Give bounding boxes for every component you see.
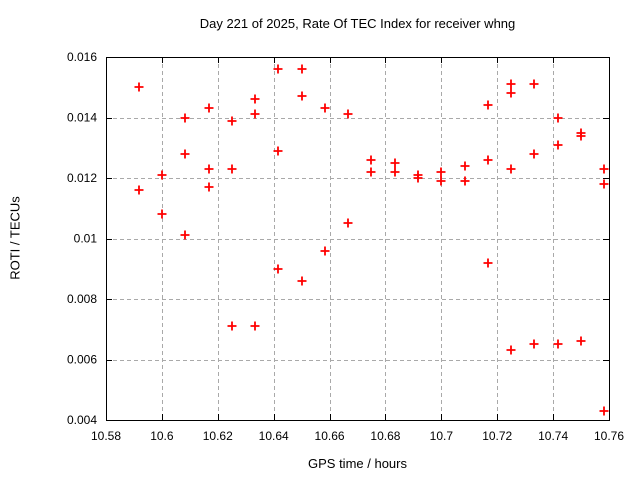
y-tick-label: 0.012: [67, 171, 97, 185]
data-point-marker: [227, 164, 237, 174]
x-tick-label: 10.7: [430, 429, 454, 443]
data-point-marker: [134, 185, 144, 195]
data-point-marker: [180, 113, 190, 123]
x-tick-label: 10.62: [203, 429, 233, 443]
data-point-marker: [180, 149, 190, 159]
data-point-marker: [413, 173, 423, 183]
data-point-marker: [599, 164, 609, 174]
data-point-marker: [460, 176, 470, 186]
data-point-marker: [134, 82, 144, 92]
data-point-marker: [157, 170, 167, 180]
y-tick-label: 0.004: [67, 413, 97, 427]
y-tick-label: 0.016: [67, 50, 97, 64]
data-point-marker: [576, 336, 586, 346]
data-point-marker: [297, 91, 307, 101]
data-point-marker: [273, 146, 283, 156]
data-point-marker: [390, 158, 400, 168]
data-point-marker: [529, 339, 539, 349]
data-point-marker: [320, 246, 330, 256]
x-tick-label: 10.68: [370, 429, 400, 443]
data-point-marker: [204, 103, 214, 113]
y-tick-label: 0.006: [67, 353, 97, 367]
x-tick-label: 10.64: [259, 429, 289, 443]
data-point-marker: [320, 103, 330, 113]
data-point-marker: [366, 155, 376, 165]
data-point-marker: [436, 167, 446, 177]
data-point-marker: [227, 116, 237, 126]
data-point-marker: [599, 179, 609, 189]
data-point-marker: [553, 140, 563, 150]
x-tick-label: 10.58: [91, 429, 121, 443]
data-point-marker: [157, 209, 167, 219]
data-point-marker: [529, 149, 539, 159]
x-axis-label: GPS time / hours: [308, 456, 407, 471]
data-point-marker: [460, 161, 470, 171]
data-point-marker: [483, 258, 493, 268]
x-tick-label: 10.74: [538, 429, 568, 443]
y-tick-label: 0.008: [67, 292, 97, 306]
x-tick-label: 10.76: [594, 429, 624, 443]
x-tick-label: 10.66: [315, 429, 345, 443]
chart-title: Day 221 of 2025, Rate Of TEC Index for r…: [199, 16, 516, 31]
data-point-marker: [297, 64, 307, 74]
data-point-marker: [273, 264, 283, 274]
data-point-marker: [483, 100, 493, 110]
data-point-marker: [553, 339, 563, 349]
data-point-marker: [436, 176, 446, 186]
data-point-marker: [483, 155, 493, 165]
data-point-marker: [250, 321, 260, 331]
data-point-marker: [506, 164, 516, 174]
data-point-marker: [204, 182, 214, 192]
y-tick-label: 0.01: [74, 232, 98, 246]
data-point-marker: [506, 345, 516, 355]
data-point-marker: [204, 164, 214, 174]
data-point-marker: [576, 131, 586, 141]
data-point-marker: [273, 64, 283, 74]
data-point-marker: [250, 94, 260, 104]
data-point-marker: [506, 79, 516, 89]
data-point-marker: [343, 218, 353, 228]
data-point-marker: [250, 109, 260, 119]
data-point-marker: [390, 167, 400, 177]
data-point-marker: [297, 276, 307, 286]
x-tick-label: 10.6: [150, 429, 174, 443]
y-tick-label: 0.014: [67, 111, 97, 125]
data-point-marker: [366, 167, 376, 177]
data-point-marker: [553, 113, 563, 123]
data-point-marker: [599, 406, 609, 416]
data-point-marker: [529, 79, 539, 89]
data-point-marker: [343, 109, 353, 119]
x-tick-label: 10.72: [482, 429, 512, 443]
data-point-marker: [227, 321, 237, 331]
data-point-marker: [180, 230, 190, 240]
data-point-marker: [506, 88, 516, 98]
